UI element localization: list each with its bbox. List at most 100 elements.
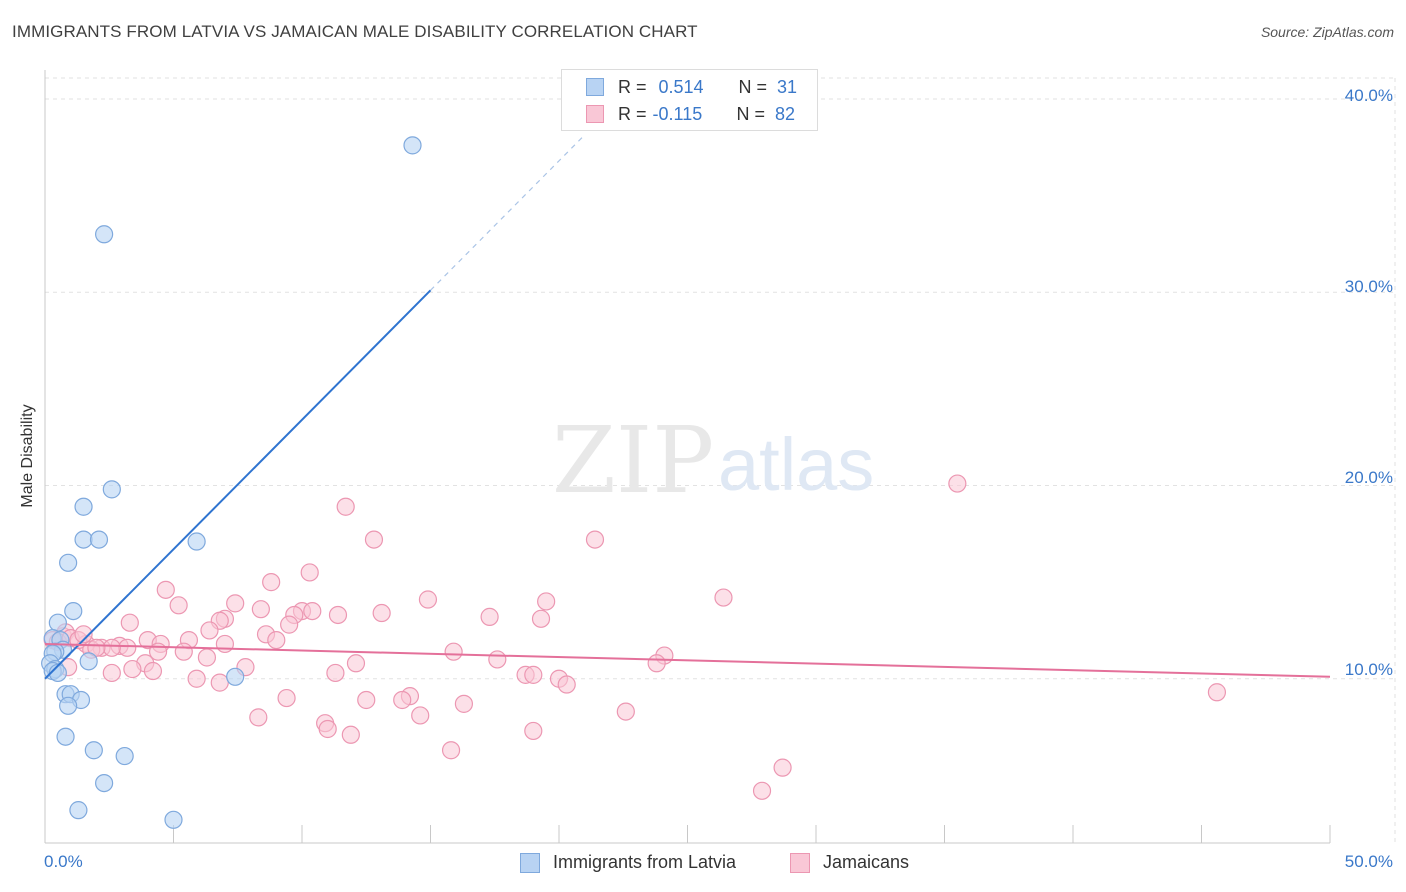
jamaicans-point [210,673,229,692]
jamaicans-point [537,592,556,611]
jamaicans-points [43,474,1227,800]
jamaicans-point [174,642,193,661]
jamaicans-point [531,609,551,628]
jamaicans-point [524,721,543,741]
jamaicans-point [328,605,348,625]
legend-label-jamaicans: Jamaicans [823,852,910,872]
r-value-latvia: 0.514 [658,76,704,97]
legend-item-jamaicans[interactable]: Jamaicans [790,852,909,873]
legend-row-jamaicans: R = -0.115 N = 82 [586,103,795,125]
jamaicans-point [300,563,319,582]
jamaicans-point [488,650,507,669]
n-label: N = [736,103,766,124]
jamaicans-point [326,663,345,683]
jamaicans-point [280,615,299,634]
y-tick-30: 30.0% [1344,277,1393,296]
latvia-point [59,553,78,572]
trend-lines [44,134,1331,680]
axes [44,70,1331,844]
latvia-point [89,530,109,549]
latvia-point [403,136,422,155]
jamaicans-point [277,688,296,708]
jamaicans-point [187,669,206,688]
r-value-jamaicans: -0.115 [652,103,703,124]
y-tick-20: 20.0% [1344,468,1393,487]
latvia-point [56,727,75,746]
jamaicans-point [441,741,461,760]
legend-row-latvia: R = 0.514 N = 31 [586,76,797,98]
legend-swatch-latvia [586,78,604,96]
latvia-point [95,225,114,244]
n-value-latvia: 31 [777,76,798,97]
latvia-point [187,532,206,551]
jamaicans-point [197,648,217,667]
latvia-point [164,810,183,829]
jamaicans-point [752,781,772,800]
latvia-point [95,773,114,793]
legend-label-latvia: Immigrants from Latvia [553,852,737,872]
latvia-point [69,801,88,820]
latvia-point [64,601,83,621]
latvia-trend-extension [430,134,586,291]
jamaicans-point [200,621,219,640]
x-tick-max: 50.0% [1344,852,1393,871]
latvia-points [41,136,422,829]
legend-item-latvia[interactable]: Immigrants from Latvia [520,852,736,873]
series-legend: Immigrants from Latvia Jamaicans [0,852,1406,876]
jamaicans-point [262,573,281,592]
latvia-point [226,667,245,686]
jamaicans-point [616,702,635,721]
jamaicans-trend-line [44,642,1331,678]
y-tick-40: 40.0% [1344,86,1393,105]
jamaicans-point [118,638,137,657]
source-label: Source: ZipAtlas.com [1260,24,1394,40]
latvia-point [74,497,93,516]
watermark-zip: ZIP [552,407,714,514]
latvia-point [115,746,134,766]
jamaicans-point [318,719,337,739]
jamaicans-point [215,634,234,654]
jamaicans-point [444,642,463,661]
x-tick-min: 0.0% [44,852,83,871]
latvia-point [79,652,98,671]
jamaicans-point [303,601,322,621]
jamaicans-point [102,663,121,683]
jamaicans-point [249,708,268,727]
legend-swatch-latvia [520,852,540,873]
jamaicans-point [267,630,286,650]
jamaicans-point [773,758,792,777]
jamaicans-point [336,497,355,516]
jamaicans-point [557,675,576,694]
latvia-trend-line [44,289,432,680]
correlation-legend: R = 0.514 N = 31 R = -0.115 N = 82 [561,69,818,131]
jamaicans-point [1207,683,1227,702]
jamaicans-point [102,638,121,657]
jamaicans-point [948,474,967,493]
jamaicans-point [585,530,605,549]
n-value-jamaicans: 82 [775,103,796,124]
jamaicans-point [251,600,270,619]
jamaicans-point [480,607,499,626]
jamaicans-point [714,588,733,607]
jamaicans-point [393,690,412,710]
jamaicans-point [647,654,666,673]
jamaicans-point [156,580,175,599]
jamaicans-point [143,661,163,681]
jamaicans-point [346,654,366,673]
legend-swatch-jamaicans [790,852,810,873]
jamaicans-point [169,596,188,615]
jamaicans-point [418,590,438,609]
y-tick-10: 10.0% [1344,660,1393,679]
legend-swatch-jamaicans [586,105,604,123]
jamaicans-point [357,690,376,710]
jamaicans-point [87,638,106,657]
jamaicans-point [454,694,474,713]
jamaicans-point [411,706,430,725]
jamaicans-point [74,625,93,644]
jamaicans-point [372,603,391,623]
jamaicans-point [364,530,384,549]
jamaicans-point [524,665,543,684]
latvia-point [74,530,93,549]
r-label: R = [618,76,647,97]
jamaicans-point [226,594,245,613]
